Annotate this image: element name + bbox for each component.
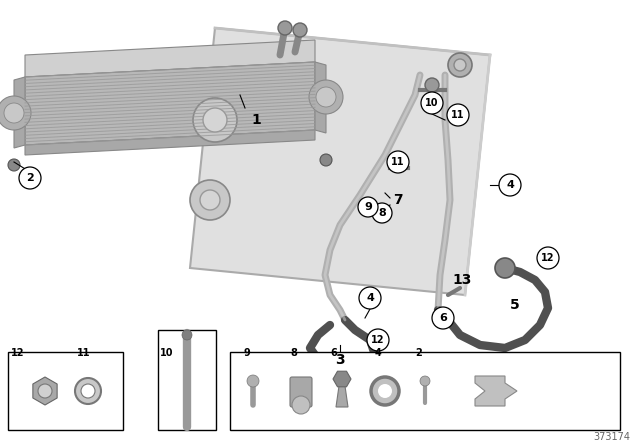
- Circle shape: [371, 377, 399, 405]
- Polygon shape: [336, 379, 348, 407]
- Circle shape: [8, 159, 20, 171]
- Circle shape: [378, 384, 392, 398]
- Circle shape: [420, 376, 430, 386]
- Text: 8: 8: [290, 348, 297, 358]
- Circle shape: [320, 154, 332, 166]
- Circle shape: [81, 384, 95, 398]
- Text: 3: 3: [335, 353, 345, 367]
- Circle shape: [447, 104, 469, 126]
- Circle shape: [182, 330, 192, 340]
- Text: 2: 2: [26, 173, 34, 183]
- Text: 13: 13: [452, 273, 472, 287]
- Text: 5: 5: [510, 298, 520, 312]
- Circle shape: [4, 103, 24, 123]
- Text: 7: 7: [393, 193, 403, 207]
- Circle shape: [359, 287, 381, 309]
- Polygon shape: [333, 371, 351, 387]
- Text: 10: 10: [160, 348, 173, 358]
- Text: 373174: 373174: [593, 432, 630, 442]
- Polygon shape: [25, 40, 315, 77]
- Circle shape: [432, 307, 454, 329]
- Text: 9: 9: [364, 202, 372, 212]
- Bar: [8, 352, 123, 430]
- Text: 12: 12: [371, 335, 385, 345]
- Text: 11: 11: [391, 157, 404, 167]
- Circle shape: [499, 174, 521, 196]
- Circle shape: [247, 375, 259, 387]
- Circle shape: [278, 21, 292, 35]
- Circle shape: [367, 329, 389, 351]
- Text: 4: 4: [366, 293, 374, 303]
- Circle shape: [316, 87, 336, 107]
- Polygon shape: [475, 376, 517, 406]
- Circle shape: [372, 203, 392, 223]
- Text: 6: 6: [439, 313, 447, 323]
- Text: 1: 1: [251, 113, 261, 127]
- Polygon shape: [14, 77, 25, 148]
- Circle shape: [38, 384, 52, 398]
- Text: 6: 6: [330, 348, 337, 358]
- Text: 8: 8: [378, 208, 386, 218]
- Circle shape: [448, 53, 472, 77]
- Bar: [230, 352, 620, 430]
- Circle shape: [203, 108, 227, 132]
- Circle shape: [358, 197, 378, 217]
- Circle shape: [421, 92, 443, 114]
- Text: 9: 9: [243, 348, 250, 358]
- Circle shape: [309, 80, 343, 114]
- Bar: [158, 330, 216, 430]
- Polygon shape: [315, 62, 326, 133]
- Text: 12: 12: [541, 253, 555, 263]
- Circle shape: [75, 378, 101, 404]
- Circle shape: [454, 59, 466, 71]
- Circle shape: [425, 78, 439, 92]
- Circle shape: [387, 151, 409, 173]
- Polygon shape: [25, 130, 315, 155]
- Polygon shape: [33, 377, 57, 405]
- Circle shape: [293, 23, 307, 37]
- FancyBboxPatch shape: [290, 377, 312, 407]
- Text: 12: 12: [11, 348, 24, 358]
- Circle shape: [200, 190, 220, 210]
- Text: 2: 2: [415, 348, 422, 358]
- Polygon shape: [190, 28, 490, 295]
- Circle shape: [537, 247, 559, 269]
- Circle shape: [495, 258, 515, 278]
- Circle shape: [193, 98, 237, 142]
- Circle shape: [0, 96, 31, 130]
- Text: 4: 4: [506, 180, 514, 190]
- Circle shape: [190, 180, 230, 220]
- Text: 11: 11: [451, 110, 465, 120]
- Circle shape: [292, 396, 310, 414]
- Circle shape: [19, 167, 41, 189]
- Polygon shape: [25, 62, 315, 145]
- Text: 10: 10: [425, 98, 439, 108]
- Text: 4: 4: [375, 348, 381, 358]
- Text: 11: 11: [77, 348, 90, 358]
